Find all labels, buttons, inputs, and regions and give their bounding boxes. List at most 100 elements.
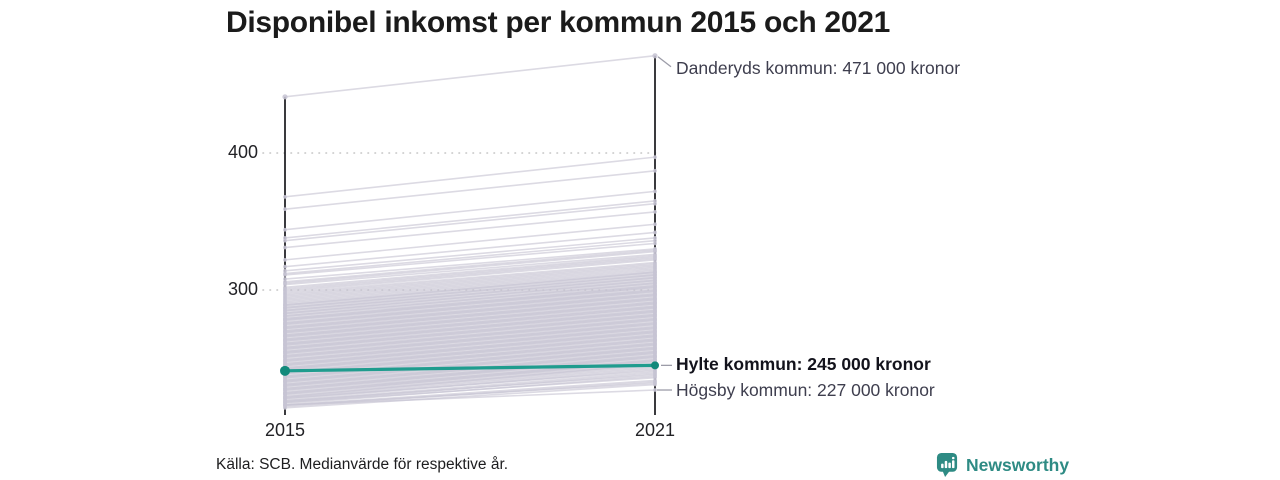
line-endpoint <box>653 285 657 290</box>
municipality-line <box>284 202 656 242</box>
newsworthy-chart-bubble-icon <box>936 453 958 477</box>
municipality-line <box>284 286 656 321</box>
line-endpoint <box>283 273 287 277</box>
annotation-hylte-highlighted: Hylte kommun: 245 000 kronor <box>676 354 931 374</box>
line-endpoint <box>653 330 657 335</box>
municipality-line <box>284 348 656 383</box>
line-endpoint <box>653 238 657 243</box>
line-endpoint <box>653 189 657 194</box>
y-axis-tick-400: 400 <box>227 142 258 162</box>
municipality-line <box>284 270 656 302</box>
line-endpoint <box>283 207 287 212</box>
municipality-line <box>284 307 656 342</box>
municipality-line <box>284 285 656 320</box>
municipality-line <box>284 335 656 371</box>
municipality-line <box>284 259 656 293</box>
municipality-line <box>284 289 656 324</box>
municipality-line <box>284 319 656 354</box>
municipality-line <box>284 375 656 405</box>
municipality-line <box>284 190 656 231</box>
line-endpoint <box>653 334 657 339</box>
line-endpoint <box>653 322 657 327</box>
municipality-line <box>284 294 656 330</box>
municipality-line <box>284 223 656 261</box>
municipality-line <box>284 200 656 239</box>
municipality-line <box>284 239 656 275</box>
municipality-line <box>284 276 656 312</box>
municipality-line <box>284 338 656 373</box>
municipality-line <box>284 170 656 210</box>
municipality-line <box>284 237 656 272</box>
line-endpoint <box>653 249 657 254</box>
highlight-dot-2021 <box>651 361 659 370</box>
line-endpoint <box>653 168 657 173</box>
line-endpoint <box>653 201 657 206</box>
line-endpoint <box>653 281 657 286</box>
line-endpoint <box>653 273 657 277</box>
municipality-line <box>284 301 656 337</box>
municipality-line <box>284 322 656 357</box>
municipality-line <box>284 354 656 390</box>
line-endpoint <box>283 268 287 273</box>
line-endpoint <box>283 194 287 199</box>
line-endpoint <box>282 94 288 100</box>
y-axis-tick-300: 300 <box>227 279 258 299</box>
line-endpoint <box>653 236 657 240</box>
line-endpoint <box>653 275 657 280</box>
municipality-line <box>284 363 656 398</box>
municipality-line <box>284 268 656 301</box>
municipality-line <box>284 290 656 326</box>
line-endpoint <box>653 241 657 246</box>
line-endpoint <box>653 326 657 331</box>
municipality-line <box>284 156 656 198</box>
line-endpoint <box>653 270 657 275</box>
x-axis-label-2021: 2021 <box>634 420 676 440</box>
connector-danderyd <box>657 56 672 68</box>
municipality-line <box>284 250 656 284</box>
municipality-line <box>284 334 656 369</box>
line-endpoint <box>653 379 657 384</box>
line-endpoint <box>653 351 657 355</box>
municipality-line <box>284 315 656 350</box>
line-endpoint <box>653 374 657 379</box>
municipality-line <box>284 323 656 358</box>
municipality-line <box>284 346 656 382</box>
municipality-line <box>284 254 656 289</box>
line-endpoint <box>653 278 657 283</box>
municipality-line <box>284 331 656 367</box>
municipality-line <box>284 274 656 309</box>
line-endpoint <box>653 297 657 302</box>
line-endpoint <box>283 264 287 269</box>
line-endpoint <box>653 293 657 298</box>
municipality-line <box>284 383 656 409</box>
municipality-line <box>284 282 656 317</box>
municipality-line <box>284 302 656 338</box>
municipality-line <box>284 317 656 353</box>
municipality-line <box>284 293 656 328</box>
newsworthy-brand-name: Newsworthy <box>966 454 1070 475</box>
municipality-line <box>284 305 656 341</box>
line-endpoint <box>283 238 287 243</box>
municipality-line <box>284 54 656 98</box>
highlight-line-hylte <box>284 363 656 373</box>
municipality-line <box>284 256 656 290</box>
municipality-line <box>284 297 656 332</box>
line-endpoint <box>283 403 287 407</box>
line-endpoint <box>653 347 657 351</box>
municipality-line <box>284 257 656 291</box>
municipality-line <box>284 326 656 361</box>
municipality-line <box>284 298 656 334</box>
line-endpoint <box>653 338 657 343</box>
line-endpoint <box>653 314 657 318</box>
municipality-line <box>284 263 656 295</box>
line-endpoint <box>653 199 657 203</box>
municipality-line <box>284 267 656 300</box>
line-endpoint <box>283 282 287 287</box>
municipality-line <box>284 389 656 406</box>
annotation-hogsby: Högsby kommun: 227 000 kronor <box>676 380 935 400</box>
line-endpoint <box>283 245 287 250</box>
municipality-line <box>284 330 656 365</box>
line-endpoint <box>652 53 658 59</box>
